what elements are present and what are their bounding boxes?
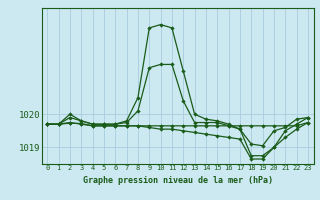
X-axis label: Graphe pression niveau de la mer (hPa): Graphe pression niveau de la mer (hPa) <box>83 176 273 185</box>
